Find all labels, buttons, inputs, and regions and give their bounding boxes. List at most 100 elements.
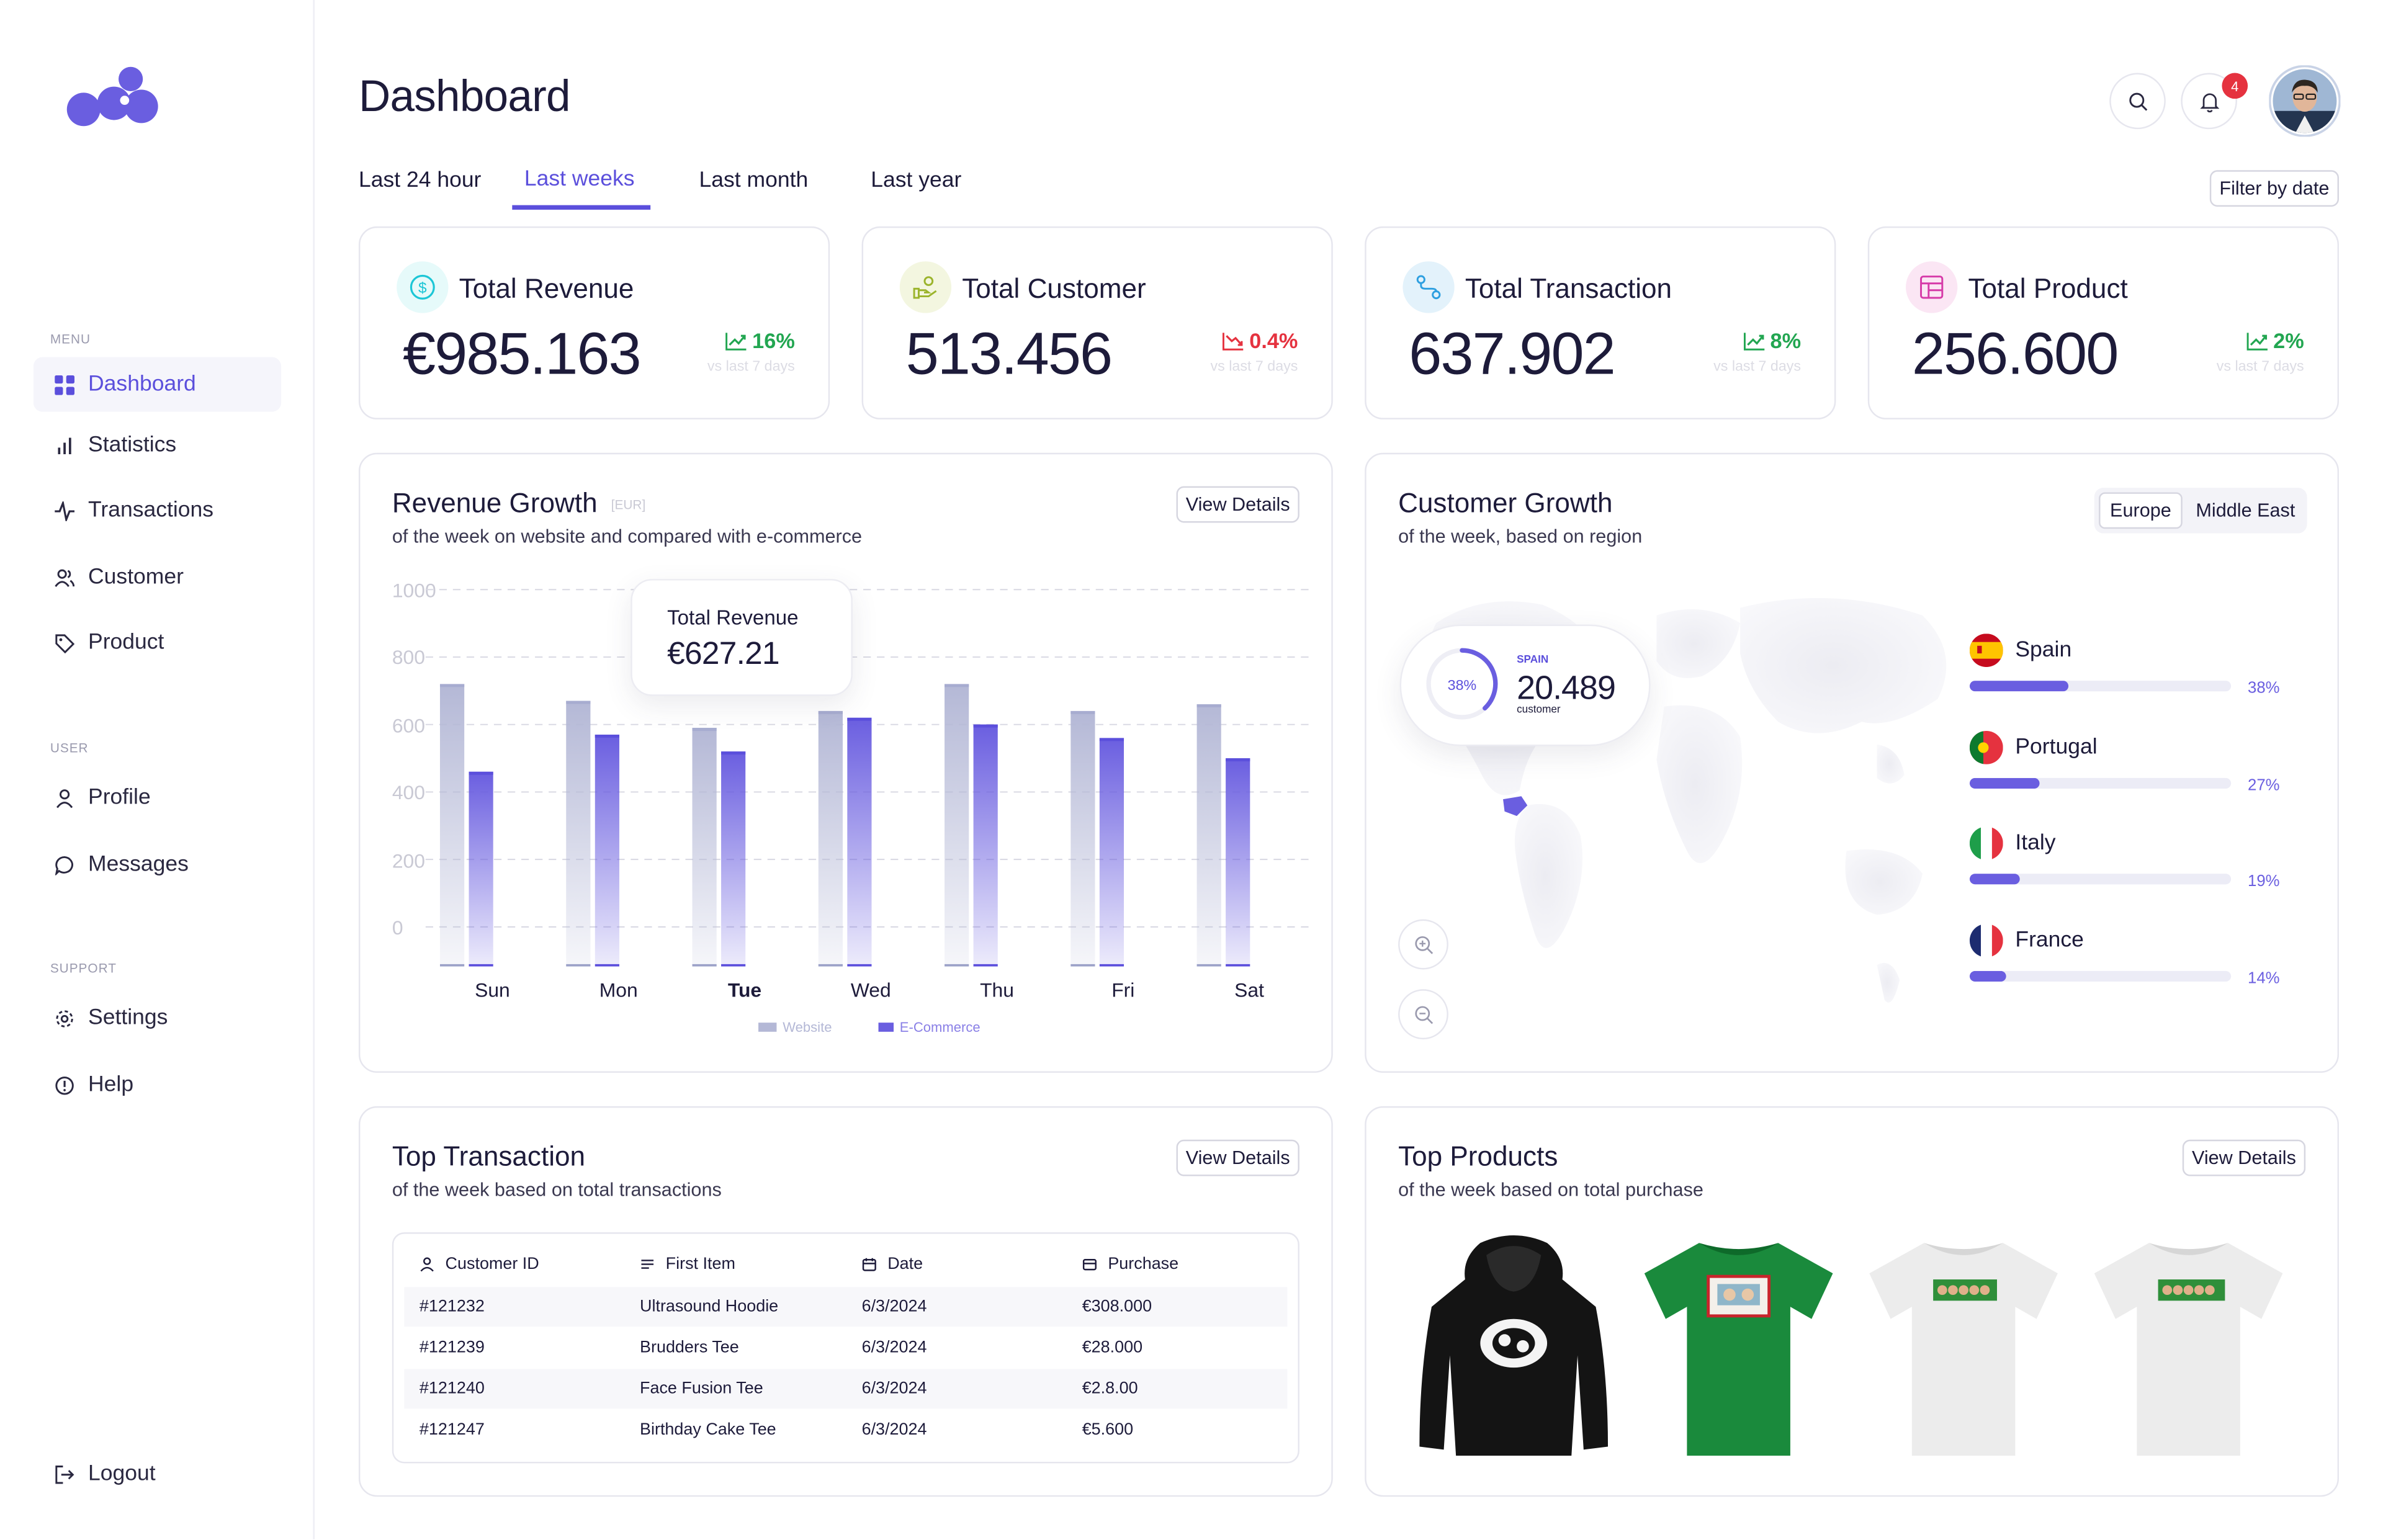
- zoom-out-button[interactable]: [1398, 989, 1448, 1040]
- bar-website-tue[interactable]: [692, 728, 717, 967]
- bar-ecommerce-sat[interactable]: [1226, 758, 1250, 967]
- cell-first-item: Ultrasound Hoodie: [640, 1297, 779, 1316]
- legend-ecommerce: E-Commerce: [878, 1019, 981, 1035]
- sidebar-item-label: Customer: [88, 565, 184, 590]
- stat-card-total-transaction: Total Transaction 637.902 8% vs last 7 d…: [1365, 226, 1836, 419]
- bar-ecommerce-sun[interactable]: [469, 771, 493, 967]
- transaction-view-details-button[interactable]: View Details: [1176, 1139, 1299, 1176]
- sidebar-item-help[interactable]: Help: [34, 1058, 281, 1112]
- x-tick-label: Mon: [599, 978, 638, 1001]
- stat-icon-wrap: [1402, 261, 1455, 313]
- bar-ecommerce-wed[interactable]: [847, 717, 872, 967]
- bar-baseline: [1226, 964, 1250, 967]
- sidebar: MENU Dashboard Statistics Transactions C…: [0, 0, 315, 1539]
- revenue-view-details-button[interactable]: View Details: [1176, 486, 1299, 523]
- country-portugal: Portugal: [1969, 730, 2098, 764]
- sidebar-item-profile[interactable]: Profile: [34, 771, 281, 825]
- zoom-in-button[interactable]: [1398, 919, 1448, 970]
- bar-cap: [566, 701, 591, 704]
- notifications-button[interactable]: [2181, 73, 2237, 130]
- bar-ecommerce-fri[interactable]: [1099, 738, 1124, 967]
- sidebar-item-messages[interactable]: Messages: [34, 837, 281, 892]
- bar-website-sun[interactable]: [439, 684, 465, 967]
- column-label: First Item: [665, 1255, 735, 1274]
- y-tick-label: 1000: [392, 579, 436, 602]
- gear-icon: [56, 1010, 73, 1027]
- sidebar-item-transactions[interactable]: Transactions: [34, 483, 281, 538]
- y-tick-label: 0: [392, 916, 403, 939]
- bar-cap: [595, 734, 619, 738]
- tab-last-year[interactable]: Last year: [871, 168, 962, 194]
- sidebar-item-product[interactable]: Product: [34, 616, 281, 670]
- menu-section-label: MENU: [50, 331, 91, 347]
- stat-icon-wrap: [1906, 261, 1958, 313]
- column-label: Customer ID: [445, 1255, 539, 1274]
- sidebar-item-customer[interactable]: Customer: [34, 550, 281, 605]
- bar-website-sat[interactable]: [1196, 704, 1221, 967]
- stat-subtext: vs last 7 days: [1713, 358, 1802, 375]
- dollar-coin-icon: $: [410, 274, 435, 300]
- cell-first-item: Birthday Cake Tee: [640, 1420, 776, 1439]
- spain-donut: 38%: [1426, 648, 1498, 720]
- bar-website-wed[interactable]: [818, 710, 843, 967]
- product-green-tee-image[interactable]: [1638, 1234, 1839, 1459]
- stat-value: 637.902: [1409, 322, 1616, 388]
- search-button[interactable]: [2109, 73, 2166, 130]
- region-europe-button[interactable]: Europe: [2099, 492, 2183, 529]
- user-icon: [56, 789, 73, 808]
- customer-growth-subtitle: of the week, based on region: [1398, 526, 1643, 547]
- sidebar-item-settings[interactable]: Settings: [34, 991, 281, 1045]
- avatar[interactable]: [2269, 65, 2341, 137]
- filter-by-date-button[interactable]: Filter by date: [2209, 170, 2340, 207]
- bar-baseline: [818, 964, 843, 967]
- top-transaction-title: Top Transaction: [392, 1141, 586, 1172]
- sidebar-item-statistics[interactable]: Statistics: [34, 418, 281, 472]
- legend-swatch: [758, 1023, 777, 1032]
- stat-subtext: vs last 7 days: [2216, 358, 2304, 375]
- bar-website-fri[interactable]: [1070, 710, 1095, 967]
- country-name: Portugal: [2015, 735, 2098, 760]
- layout-icon: [1920, 275, 1944, 299]
- bar-website-mon[interactable]: [566, 701, 591, 967]
- product-white-tee-image[interactable]: [2088, 1234, 2289, 1459]
- x-tick-label: Wed: [850, 978, 891, 1001]
- donut-percent: 38%: [1448, 677, 1477, 693]
- stat-change-value: 16%: [752, 328, 795, 353]
- revenue-title-text: Revenue Growth: [392, 488, 598, 519]
- logout-button[interactable]: Logout: [34, 1446, 281, 1501]
- products-view-details-button[interactable]: View Details: [2182, 1139, 2306, 1176]
- x-tick-label: Fri: [1111, 978, 1135, 1001]
- page-title: Dashboard: [358, 73, 571, 122]
- stat-title: Total Revenue: [459, 273, 634, 304]
- stat-change: 0.4%: [1222, 328, 1298, 352]
- progress-bar-france: [1969, 970, 2232, 982]
- bar-ecommerce-tue[interactable]: [721, 751, 746, 967]
- cell-date: 6/3/2024: [861, 1297, 927, 1316]
- table-row-stripe: [404, 1287, 1288, 1327]
- cell-customer-id: #121232: [419, 1297, 485, 1316]
- product-hoodie-image[interactable]: [1414, 1234, 1614, 1459]
- tab-last-24-hour[interactable]: Last 24 hour: [358, 168, 482, 194]
- bar-baseline: [847, 964, 872, 967]
- trend-up-icon: [725, 332, 747, 350]
- bar-ecommerce-thu[interactable]: [973, 724, 998, 967]
- sidebar-item-dashboard[interactable]: Dashboard: [33, 357, 282, 412]
- tab-last-weeks[interactable]: Last weeks: [524, 167, 635, 192]
- bar-cap: [945, 684, 969, 687]
- product-white-tee-image[interactable]: [1863, 1234, 2063, 1459]
- portugal-flag-icon: [1969, 730, 2003, 764]
- region-middle-east-button[interactable]: Middle East: [2196, 499, 2295, 522]
- bar-baseline: [566, 964, 591, 967]
- zoom-in-icon: [1414, 935, 1432, 954]
- cell-date: 6/3/2024: [861, 1379, 927, 1399]
- bar-ecommerce-mon[interactable]: [595, 734, 619, 967]
- active-tab-indicator: [512, 205, 651, 209]
- column-header-date: Date: [862, 1255, 923, 1273]
- bar-cap: [818, 710, 843, 714]
- stat-icon-wrap: [899, 261, 952, 313]
- tab-last-month[interactable]: Last month: [699, 168, 809, 194]
- activity-icon: [55, 500, 75, 521]
- bar-website-thu[interactable]: [945, 684, 969, 967]
- revenue-growth-card: [358, 452, 1333, 1073]
- country-italy: Italy: [1969, 826, 2056, 861]
